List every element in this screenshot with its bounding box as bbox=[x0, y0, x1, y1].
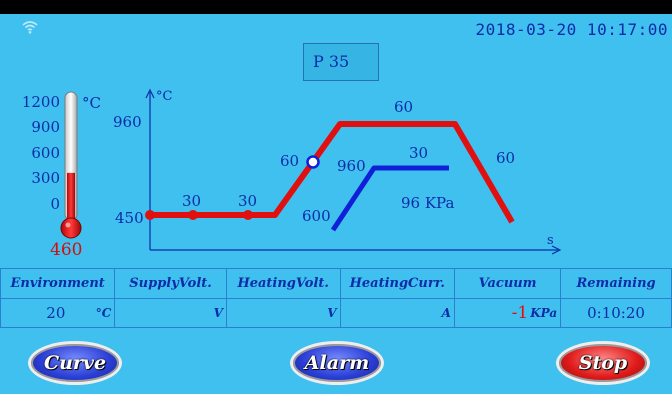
header-vacuum: Vacuum bbox=[453, 268, 562, 299]
vacuum-label: 30 bbox=[409, 144, 428, 162]
segment-label: 60 bbox=[394, 98, 413, 116]
thermometer-scale-label: 600 bbox=[31, 144, 60, 162]
x-axis-arrow bbox=[551, 245, 562, 255]
value-heating-current: A bbox=[339, 297, 455, 328]
header-heating-voltage: HeatingVolt. bbox=[225, 268, 341, 299]
thermometer-scale-label: 900 bbox=[31, 118, 60, 136]
value-vacuum: -1 KPa bbox=[453, 297, 562, 328]
segment-label: 60 bbox=[496, 149, 515, 167]
temperature-marker bbox=[243, 210, 253, 220]
value-heating-voltage: V bbox=[225, 297, 341, 328]
x-axis-unit: s bbox=[547, 233, 554, 248]
thermometer-icon bbox=[60, 91, 82, 239]
segment-label: 30 bbox=[238, 192, 257, 210]
header-remaining: Remaining bbox=[560, 268, 672, 299]
current-point-marker bbox=[306, 155, 320, 169]
y-tick-label: 450 bbox=[115, 209, 144, 227]
vacuum-profile-line bbox=[330, 165, 449, 232]
header-supply-voltage: SupplyVolt. bbox=[114, 268, 227, 299]
table-header-row: Environment SupplyVolt. HeatingVolt. Hea… bbox=[0, 268, 672, 299]
hmi-screen: 2018-03-20 10:17:00 P 35 1200 900 600 30… bbox=[0, 14, 672, 394]
process-data-table: Environment SupplyVolt. HeatingVolt. Hea… bbox=[0, 268, 672, 328]
process-curve-chart: °C s 960 450 30 30 60 60 60 600 960 30 9… bbox=[113, 88, 562, 255]
y-tick-label: 960 bbox=[113, 113, 142, 131]
y-axis-arrow bbox=[145, 88, 155, 99]
current-temperature-value: 460 bbox=[50, 240, 83, 260]
temperature-marker bbox=[145, 210, 155, 220]
wifi-icon bbox=[22, 21, 38, 34]
segment-label: 60 bbox=[280, 152, 299, 170]
value-environment: 20 °C bbox=[0, 297, 116, 328]
value-remaining: 0:10:20 bbox=[560, 297, 672, 328]
table-value-row: 20 °C V V A -1 KPa 0:10:20 bbox=[0, 297, 672, 328]
thermometer-unit: °C bbox=[82, 94, 101, 112]
datetime-display: 2018-03-20 10:17:00 bbox=[475, 20, 668, 39]
segment-label: 30 bbox=[182, 192, 201, 210]
header-environment: Environment bbox=[0, 268, 116, 299]
thermometer-scale-label: 300 bbox=[31, 169, 60, 187]
program-indicator[interactable]: P 35 bbox=[303, 43, 379, 81]
value-supply-voltage: V bbox=[114, 297, 227, 328]
curve-button[interactable]: Curve bbox=[28, 341, 122, 385]
temperature-marker bbox=[188, 210, 198, 220]
thermometer-scale-label: 0 bbox=[50, 195, 60, 213]
status-bar: 2018-03-20 10:17:00 bbox=[0, 14, 672, 40]
vacuum-readout: 96 KPa bbox=[401, 194, 454, 212]
thermometer-scale-label: 1200 bbox=[21, 93, 60, 111]
vacuum-label: 960 bbox=[337, 157, 366, 175]
vacuum-label: 600 bbox=[302, 207, 331, 225]
y-axis-unit: °C bbox=[156, 89, 173, 104]
alarm-button[interactable]: Alarm bbox=[290, 341, 384, 385]
stop-button[interactable]: Stop bbox=[556, 341, 650, 385]
temperature-profile-line bbox=[150, 121, 515, 224]
header-heating-current: HeatingCurr. bbox=[339, 268, 455, 299]
